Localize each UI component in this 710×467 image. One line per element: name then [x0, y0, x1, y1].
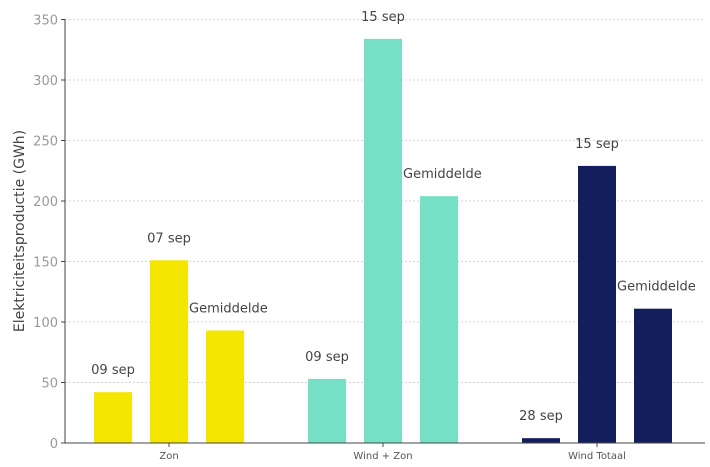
y-tick-label: 100 — [33, 316, 58, 331]
data-label: Gemiddelde — [617, 280, 696, 295]
y-axis-title: Elektriciteitsproductie (GWh) — [12, 130, 28, 332]
y-axis-ticks: 0 50 100 150 200 250 300 350 — [33, 14, 65, 452]
bar — [634, 308, 672, 443]
bar — [364, 38, 402, 444]
data-label: Gemiddelde — [189, 301, 268, 316]
bar — [308, 378, 346, 443]
data-label: 28 sep — [519, 409, 563, 424]
data-label: 15 sep — [361, 10, 405, 25]
data-label: 15 sep — [575, 137, 619, 152]
data-label: 09 sep — [91, 363, 135, 378]
y-tick-label: 50 — [41, 377, 58, 392]
data-label: 09 sep — [305, 350, 349, 365]
data-label: Gemiddelde — [403, 167, 482, 182]
x-tick-label: Wind Totaal — [568, 451, 626, 462]
bar — [206, 330, 244, 443]
y-tick-label: 350 — [33, 14, 58, 29]
x-axis-ticks: Zon Wind + Zon Wind Totaal — [159, 443, 626, 462]
y-tick-label: 250 — [33, 135, 58, 150]
data-label: 07 sep — [147, 231, 191, 246]
x-tick-label: Zon — [159, 451, 178, 462]
y-tick-label: 0 — [50, 437, 58, 452]
y-tick-label: 300 — [33, 74, 58, 89]
x-tick-label: Wind + Zon — [353, 451, 412, 462]
y-tick-label: 200 — [33, 195, 58, 210]
bar — [150, 260, 188, 443]
bar — [94, 392, 132, 443]
y-tick-label: 150 — [33, 256, 58, 271]
bar — [578, 165, 616, 443]
bar — [420, 196, 458, 443]
bars: 09 sep 07 sep Gemiddelde 09 sep 15 sep Gemidd… — [91, 10, 696, 444]
bar — [522, 438, 560, 443]
